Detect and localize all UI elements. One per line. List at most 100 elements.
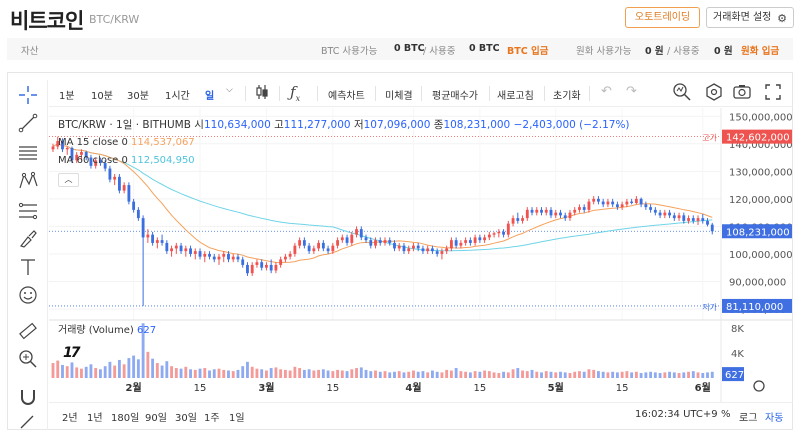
- range-1y[interactable]: 1년: [87, 413, 103, 424]
- text-icon[interactable]: [17, 256, 39, 278]
- emoji-icon[interactable]: [17, 284, 39, 306]
- price-chart[interactable]: 150,000,000 140,000,000 130,000,000 120,000…: [49, 108, 793, 402]
- pattern-icon[interactable]: [17, 170, 39, 192]
- candle-body: [454, 240, 458, 246]
- interval-30m[interactable]: 30분: [127, 91, 149, 102]
- toolbar-divider: [317, 86, 318, 101]
- krw-in-use-label: / 사용중: [667, 46, 700, 57]
- volume-bar: [516, 368, 520, 378]
- candle-body: [136, 209, 140, 219]
- fib-retracement-icon[interactable]: [17, 200, 39, 222]
- candle-body: [132, 201, 136, 210]
- toolbar-divider: [489, 86, 490, 101]
- auto-toggle[interactable]: 자동: [765, 413, 784, 424]
- close-label: 종: [433, 119, 444, 131]
- btc-deposit-link[interactable]: BTC 입금: [507, 46, 549, 57]
- interval-1m[interactable]: 1분: [59, 91, 75, 102]
- candle-body: [274, 264, 278, 271]
- volume-bar: [421, 371, 425, 378]
- asset-bar: 자산 BTC 사용가능 0 BTC / 사용중 0 BTC BTC 입금 원화 …: [7, 38, 793, 60]
- close-value: 108,231,000: [443, 119, 511, 131]
- volume-bar: [113, 365, 117, 378]
- camera-icon[interactable]: [732, 82, 752, 105]
- reset-button[interactable]: 초기화: [553, 91, 581, 102]
- percent-toggle[interactable]: %: [721, 409, 731, 420]
- indicator-fx-icon[interactable]: ƒx: [290, 83, 301, 103]
- volume-bar: [563, 372, 567, 378]
- range-180d[interactable]: 180일: [111, 413, 140, 424]
- redo-icon[interactable]: ↷: [626, 84, 637, 99]
- predict-chart-button[interactable]: 예측차트: [328, 91, 365, 102]
- range-1w[interactable]: 1주: [204, 413, 220, 424]
- candle-body: [141, 218, 145, 238]
- range-30d[interactable]: 30일: [175, 413, 197, 424]
- toolbar-divider: [279, 86, 280, 101]
- candle-body: [51, 146, 55, 150]
- volume-bar: [312, 370, 316, 378]
- undo-icon[interactable]: ↶: [601, 84, 612, 99]
- volume-bar: [122, 364, 126, 378]
- ma15-value: 114,537,067: [131, 137, 195, 148]
- volume-bar: [497, 373, 501, 378]
- ma15-legend[interactable]: MA 15 close 0 114,537,067: [58, 137, 195, 148]
- collapse-legend-button[interactable]: ︿: [58, 173, 79, 187]
- range-90d[interactable]: 90일: [145, 413, 167, 424]
- volume-bar: [293, 366, 297, 378]
- chevron-down-icon[interactable]: ⌵: [226, 85, 233, 95]
- pencil-icon[interactable]: [17, 410, 39, 432]
- low-price-tag-bg: [722, 298, 792, 313]
- trend-line-icon[interactable]: [17, 112, 39, 134]
- candle-body: [369, 240, 373, 246]
- magnet-icon[interactable]: [17, 386, 39, 408]
- candle-body: [506, 223, 510, 235]
- candle-body: [630, 201, 634, 203]
- candle-body: [255, 262, 259, 265]
- volume-bar: [620, 371, 624, 378]
- crosshair-icon[interactable]: [17, 84, 39, 106]
- interval-1d[interactable]: 일: [205, 91, 215, 102]
- volume-bar: [710, 371, 714, 378]
- change-value: −2,403,000 (−2.17%): [513, 119, 630, 131]
- low-label: 저: [353, 119, 364, 131]
- candle-type-icon[interactable]: [254, 83, 270, 104]
- ma60-label: MA 60 close 0: [58, 155, 128, 166]
- volume-bar: [492, 372, 496, 378]
- chart-search-icon[interactable]: [672, 82, 692, 105]
- candle-body: [521, 218, 524, 221]
- volume-bar: [672, 372, 676, 378]
- screen-settings-button[interactable]: 거래화면 설정 ⚙: [706, 7, 794, 28]
- candle-body: [663, 212, 667, 216]
- fullscreen-icon[interactable]: [763, 82, 783, 105]
- candle-body: [625, 201, 629, 205]
- interval-10m[interactable]: 10분: [91, 91, 113, 102]
- candle-body: [345, 237, 349, 243]
- log-toggle[interactable]: 로그: [739, 413, 758, 424]
- refresh-button[interactable]: 새로고침: [497, 91, 534, 102]
- auto-trade-button[interactable]: 오토트레이딩: [625, 7, 700, 28]
- candle-body: [89, 157, 93, 166]
- candle-body: [75, 154, 79, 161]
- range-2y[interactable]: 2년: [62, 413, 78, 424]
- high-price-tag: 142,602,000: [726, 133, 790, 144]
- avg-buy-price-button[interactable]: 평균매수가: [432, 91, 478, 102]
- brush-icon[interactable]: [17, 228, 39, 250]
- tradingview-logo-icon: 17: [63, 345, 81, 361]
- volume-bar: [383, 371, 387, 378]
- krw-deposit-link[interactable]: 원화 입금: [741, 46, 780, 57]
- zoom-in-icon[interactable]: [17, 348, 39, 370]
- horizontal-lines-icon[interactable]: [17, 142, 39, 164]
- volume-bar: [592, 369, 596, 378]
- candle-body: [103, 163, 107, 169]
- volume-bar: [217, 368, 221, 378]
- volume-bar: [236, 369, 240, 378]
- ma60-legend[interactable]: MA 60 close 0 112,504,950: [58, 155, 195, 166]
- volume-bar: [146, 351, 150, 378]
- volume-bar: [132, 355, 136, 378]
- unfilled-button[interactable]: 미체결: [385, 91, 413, 102]
- ruler-icon[interactable]: [17, 320, 39, 342]
- settings-hex-icon[interactable]: [704, 82, 724, 105]
- candle-body: [668, 212, 671, 216]
- interval-1h[interactable]: 1시간: [165, 91, 190, 102]
- range-1d[interactable]: 1일: [229, 413, 245, 424]
- volume-bar: [582, 371, 586, 378]
